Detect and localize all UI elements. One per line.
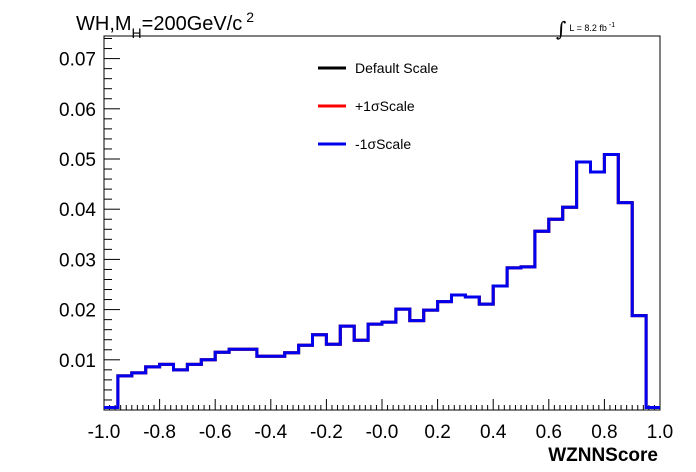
lumi-superscript: -1	[609, 22, 615, 29]
chart-title-subscript: H	[132, 25, 142, 41]
chart-title-main: WH,M	[76, 13, 132, 35]
y-tick-label: 0.04	[59, 200, 96, 221]
chart-title-superscript: 2	[246, 9, 254, 25]
x-tick-label: 0.6	[536, 422, 562, 443]
x-tick-label: -1.0	[88, 422, 121, 443]
axes: -1.0 -0.8 -0.6 -0.4 -0.2 -0.0 0.2 0.4 0.6 0.8 1.0 0…	[59, 38, 673, 443]
legend-label: -1σScale	[355, 136, 411, 152]
x-tick-label: 0.2	[424, 422, 450, 443]
x-tick-label: -0.0	[366, 422, 399, 443]
x-tick-label: 1.0	[647, 422, 673, 443]
y-tick-label: 0.02	[59, 301, 96, 322]
y-tick-label: 0.03	[59, 250, 96, 271]
legend: Default Scale +1σScale -1σScale	[318, 60, 438, 152]
y-tick-label: 0.07	[59, 50, 96, 71]
x-tick-label: 0.8	[591, 422, 617, 443]
y-tick-label: 0.06	[59, 100, 96, 121]
y-tick-label: 0.05	[59, 150, 96, 171]
chart-title-rest: =200GeV/c	[142, 13, 243, 35]
x-tick-label: -0.8	[143, 422, 176, 443]
x-tick-label: -0.6	[199, 422, 232, 443]
x-axis-label: WZNNScore	[548, 445, 658, 466]
x-tick-label: -0.4	[254, 422, 287, 443]
legend-label: Default Scale	[355, 60, 438, 76]
integral-symbol: ∫	[556, 17, 566, 41]
legend-label: +1σScale	[355, 98, 415, 114]
plot-frame	[103, 35, 661, 411]
chart-title: WH,MH=200GeV/c 2	[76, 9, 254, 41]
lumi-label: ∫ L = 8.2 fb -1	[556, 17, 615, 41]
x-tick-label: 0.4	[480, 422, 507, 443]
series-line-minus-1sigma-scale	[104, 152, 660, 409]
series-group	[104, 152, 660, 409]
x-tick-label: -0.2	[310, 422, 343, 443]
y-tick-label: 0.01	[59, 351, 96, 372]
lumi-text: L = 8.2 fb	[569, 23, 606, 33]
